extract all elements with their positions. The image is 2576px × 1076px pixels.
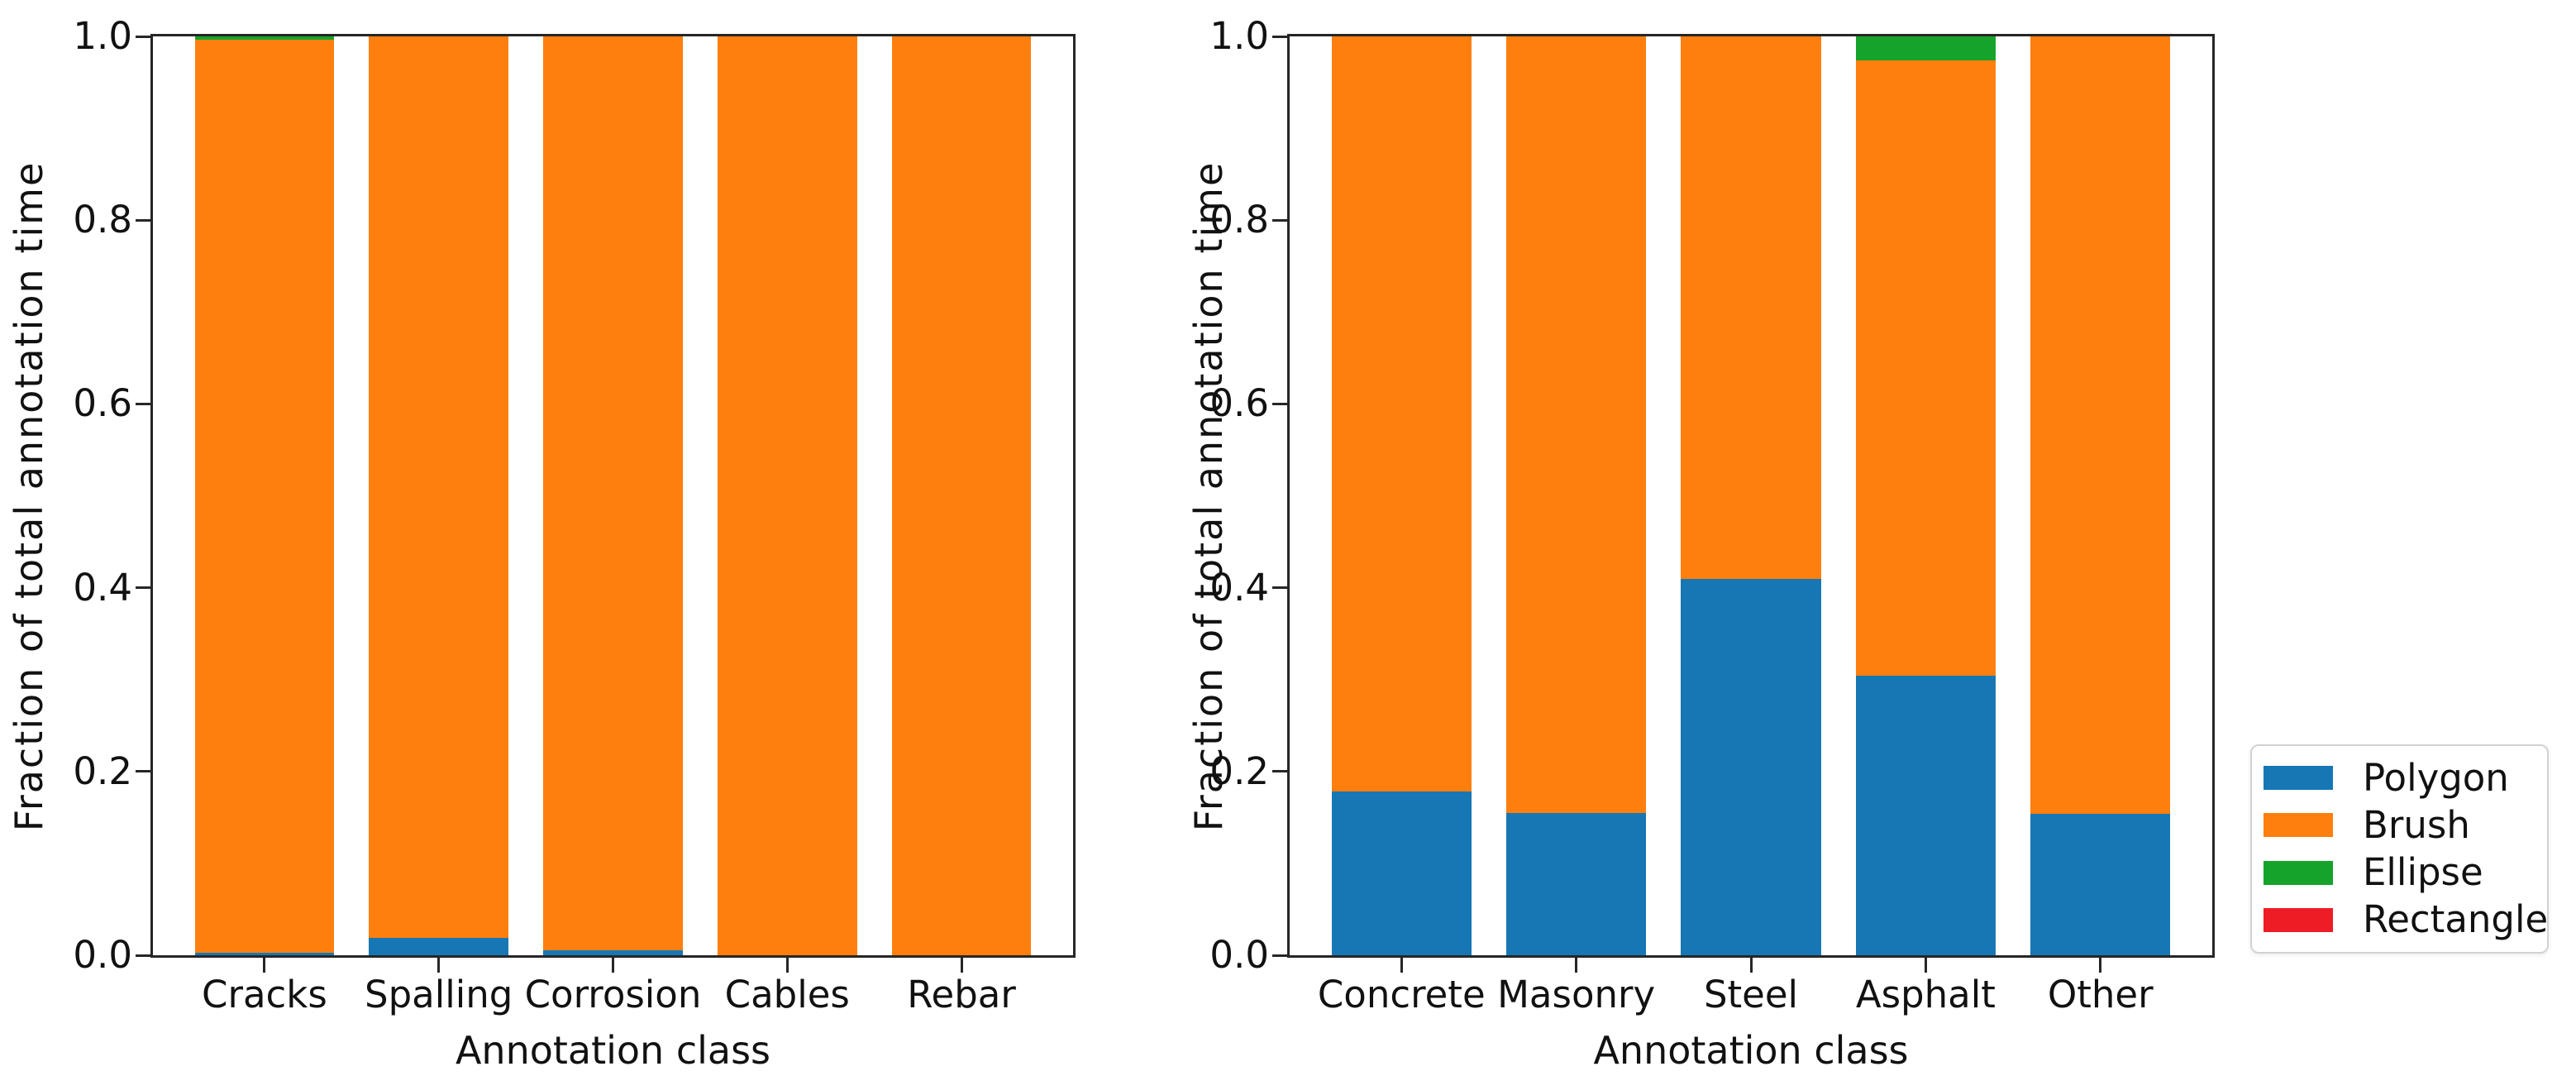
y-tick-mark [136,586,150,590]
x-tick-mark [1749,958,1753,973]
x-tick-mark [263,958,266,973]
x-tick-mark [1400,958,1403,973]
legend-swatch-rectangle [2264,907,2333,932]
y-axis-label: Fraction of total annotation time [1186,160,1231,831]
y-tick-label: 0.4 [73,565,132,610]
x-tick-label-asphalt: Asphalt [1855,973,1996,1016]
legend-swatch-brush [2264,813,2333,838]
legend-item-polygon: Polygon [2264,755,2535,801]
legend-label-ellipse: Ellipse [2363,850,2483,895]
x-tick-label-concrete: Concrete [1317,973,1486,1016]
x-tick-label-masonry: Masonry [1497,973,1656,1016]
legend-item-ellipse: Ellipse [2264,849,2535,896]
bar-segment-brush-masonry [1506,36,1647,813]
bar-segment-ellipse-asphalt [1855,36,1996,60]
y-tick-mark [136,402,150,405]
y-tick-label: 0.0 [73,933,132,977]
x-axis-label: Annotation class [1593,1028,1909,1073]
y-tick-label: 0.2 [73,748,132,793]
y-tick-label: 1.0 [1209,14,1269,58]
y-tick-mark [1272,770,1287,773]
x-tick-label-other: Other [2047,973,2154,1016]
x-tick-label-steel: Steel [1703,973,1799,1016]
legend-item-brush: Brush [2264,802,2535,849]
x-tick-label-spalling: Spalling [365,973,513,1016]
y-tick-label: 0.8 [73,198,132,242]
y-tick-mark [1272,586,1287,590]
legend-swatch-ellipse [2264,860,2333,885]
legend-label-brush: Brush [2363,802,2470,847]
legend-swatch-polygon [2264,766,2333,791]
plot-area [1287,34,2215,958]
y-tick-label: 1.0 [73,14,132,58]
bar-segment-brush-concrete [1331,36,1472,792]
bar-segment-brush-rebar [891,36,1032,955]
y-tick-mark [1272,402,1287,405]
y-tick-label: 0.2 [1209,748,1269,793]
bar-segment-polygon-corrosion [543,950,683,955]
x-tick-mark [785,958,789,973]
x-tick-mark [960,958,963,973]
x-tick-mark [1575,958,1578,973]
y-tick-label: 0.6 [73,381,132,426]
bar-segment-brush-steel [1681,36,1821,579]
x-tick-mark [2099,958,2102,973]
bar-segment-polygon-cracks [194,952,335,955]
y-tick-label: 0.8 [1209,198,1269,242]
legend-label-polygon: Polygon [2363,755,2509,800]
bar-segment-polygon-asphalt [1855,676,1996,955]
bar-segment-polygon-concrete [1331,791,1472,955]
bar-segment-brush-asphalt [1855,60,1996,677]
plot-area [150,34,1076,958]
y-axis-label: Fraction of total annotation time [7,160,51,831]
legend: Polygon Brush Ellipse Rectangle [2250,744,2549,954]
bar-segment-brush-cables [717,36,857,955]
x-tick-label-cables: Cables [724,973,850,1016]
y-tick-mark [136,218,150,222]
y-tick-mark [136,35,150,38]
y-tick-label: 0.0 [1209,933,1269,977]
x-tick-mark [437,958,441,973]
bar-segment-polygon-other [2030,813,2171,955]
x-tick-label-corrosion: Corrosion [524,973,702,1016]
y-tick-mark [1272,954,1287,957]
y-tick-mark [1272,35,1287,38]
y-tick-label: 0.4 [1209,565,1269,610]
bar-segment-ellipse-cracks [194,36,335,41]
y-tick-label: 0.6 [1209,381,1269,426]
x-tick-label-rebar: Rebar [907,973,1016,1016]
x-tick-mark [612,958,614,973]
bar-segment-brush-other [2030,36,2171,814]
legend-item-rectangle: Rectangle [2264,897,2548,943]
x-tick-label-cracks: Cracks [202,973,327,1016]
y-tick-mark [1272,218,1287,222]
bar-segment-brush-corrosion [543,36,683,951]
legend-label-rectangle: Rectangle [2363,897,2549,942]
x-axis-label: Annotation class [455,1028,771,1073]
bar-segment-polygon-spalling [369,937,508,955]
bar-segment-brush-cracks [194,40,335,953]
bar-segment-polygon-steel [1681,578,1821,955]
bar-segment-brush-spalling [369,36,508,938]
x-tick-mark [1924,958,1927,973]
y-tick-mark [136,954,150,957]
y-tick-mark [136,770,150,773]
bar-segment-polygon-masonry [1506,812,1647,955]
